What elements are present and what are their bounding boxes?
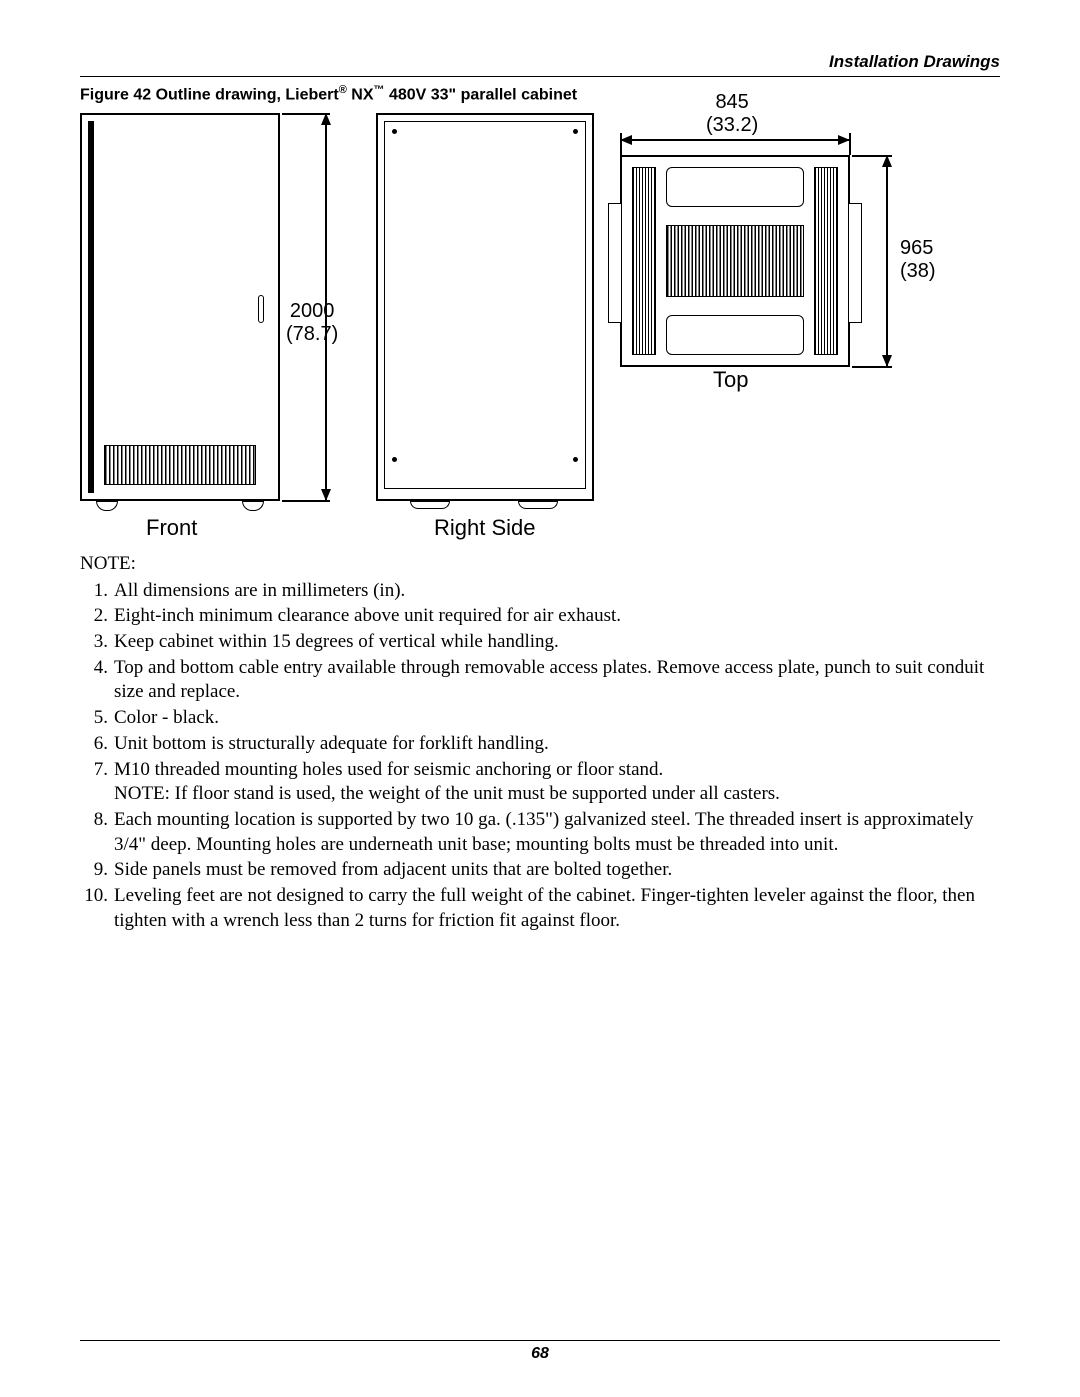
top-label: Top — [713, 367, 748, 393]
arrow-up-icon — [321, 113, 331, 125]
note-text: Side panels must be removed from adjacen… — [114, 858, 1000, 883]
caster-icon — [518, 501, 558, 509]
bottom-access-plate — [666, 315, 804, 355]
right-side-view-cabinet — [376, 113, 594, 501]
depth-in: (38) — [900, 260, 936, 282]
note-text: Top and bottom cable entry available thr… — [114, 656, 1000, 705]
depth-dim-label: 965 (38) — [900, 237, 936, 283]
note-text: All dimensions are in millimeters (in). — [114, 579, 1000, 604]
figure-title-3: 480V 33" parallel cabinet — [385, 86, 578, 103]
width-in: (33.2) — [706, 114, 758, 136]
note-text: Unit bottom is structurally adequate for… — [114, 732, 1000, 757]
screw-icon — [573, 129, 578, 134]
note-item: 7.M10 threaded mounting holes used for s… — [80, 758, 1000, 807]
front-view-cabinet — [80, 113, 280, 501]
notes-section: NOTE: 1.All dimensions are in millimeter… — [80, 552, 1000, 934]
header-rule — [80, 76, 1000, 77]
side-panel-inner — [384, 121, 586, 489]
mounting-bracket-right — [848, 203, 862, 323]
top-side-vent — [814, 167, 838, 355]
depth-dim-line — [886, 155, 888, 367]
width-dim-line — [620, 139, 850, 141]
top-mid-vent — [666, 225, 804, 297]
top-access-plate — [666, 167, 804, 207]
note-text: Color - black. — [114, 706, 1000, 731]
caster-icon — [242, 501, 264, 511]
figure-caption: Figure 42 Outline drawing, Liebert® NX™ … — [80, 84, 577, 104]
note-text: M10 threaded mounting holes used for sei… — [114, 758, 1000, 807]
dim-ext-line — [620, 133, 622, 155]
figure-title-1: Outline drawing, Liebert — [151, 86, 339, 103]
depth-mm: 965 — [900, 237, 933, 259]
footer-rule — [80, 1340, 1000, 1341]
note-text: Leveling feet are not designed to carry … — [114, 884, 1000, 933]
diagram-area: Front 2000 (78.7) Right Side Top 845 (33… — [80, 105, 1000, 535]
registered-mark: ® — [339, 84, 347, 96]
note-text: Each mounting location is supported by t… — [114, 808, 1000, 857]
height-mm: 2000 — [290, 300, 335, 322]
note-item: 1.All dimensions are in millimeters (in)… — [80, 579, 1000, 604]
notes-list: 1.All dimensions are in millimeters (in)… — [80, 579, 1000, 934]
figure-number: Figure 42 — [80, 86, 151, 103]
dim-ext-line — [849, 133, 851, 155]
note-item: 9.Side panels must be removed from adjac… — [80, 858, 1000, 883]
section-header: Installation Drawings — [829, 52, 1000, 72]
note-item: 6.Unit bottom is structurally adequate f… — [80, 732, 1000, 757]
front-label: Front — [146, 515, 197, 541]
note-item: 5.Color - black. — [80, 706, 1000, 731]
note-item: 2.Eight-inch minimum clearance above uni… — [80, 604, 1000, 629]
notes-header: NOTE: — [80, 552, 1000, 577]
screw-icon — [392, 129, 397, 134]
mounting-bracket-left — [608, 203, 622, 323]
front-vent — [104, 445, 256, 485]
width-dim-label: 845 (33.2) — [706, 91, 758, 137]
page-number: 68 — [0, 1345, 1080, 1363]
height-dim-label: 2000 (78.7) — [286, 300, 338, 346]
screw-icon — [392, 457, 397, 462]
note-item: 3.Keep cabinet within 15 degrees of vert… — [80, 630, 1000, 655]
dim-ext-line — [852, 155, 892, 157]
right-side-label: Right Side — [434, 515, 536, 541]
note-text: Keep cabinet within 15 degrees of vertic… — [114, 630, 1000, 655]
door-hinge-edge — [88, 121, 94, 493]
width-mm: 845 — [715, 91, 748, 113]
note-item: 4.Top and bottom cable entry available t… — [80, 656, 1000, 705]
note-text: Eight-inch minimum clearance above unit … — [114, 604, 1000, 629]
dim-ext-line — [852, 366, 892, 368]
top-side-vent — [632, 167, 656, 355]
screw-icon — [573, 457, 578, 462]
caster-icon — [410, 501, 450, 509]
caster-icon — [96, 501, 118, 511]
figure-title-2: NX — [347, 86, 374, 103]
note-item: 8.Each mounting location is supported by… — [80, 808, 1000, 857]
arrow-up-icon — [882, 155, 892, 167]
dim-ext-line — [282, 113, 330, 115]
dim-ext-line — [282, 500, 330, 502]
trademark: ™ — [374, 84, 385, 96]
door-handle — [258, 295, 264, 323]
arrow-left-icon — [620, 135, 632, 145]
top-view-cabinet — [620, 155, 850, 367]
note-item: 10.Leveling feet are not designed to car… — [80, 884, 1000, 933]
height-in: (78.7) — [286, 323, 338, 345]
